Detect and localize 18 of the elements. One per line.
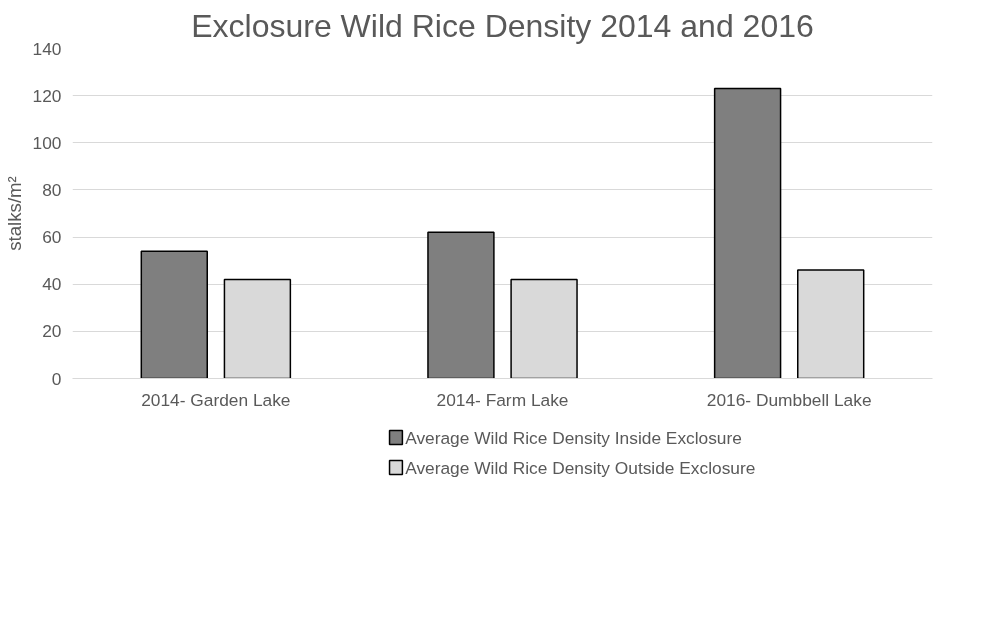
x-tick-label: 2014- Garden Lake	[141, 389, 291, 410]
y-tick-label: 80	[42, 179, 62, 200]
chart-title: Exclosure Wild Rice Density 2014 and 2016	[191, 7, 814, 44]
x-tick-label: 2016- Dumbbell Lake	[706, 389, 872, 410]
y-tick-label: 0	[51, 368, 62, 389]
y-tick-label: 40	[42, 274, 62, 295]
y-axis-title: stalks/m²	[3, 176, 25, 251]
bar	[427, 231, 495, 379]
y-tick-label: 20	[42, 321, 62, 342]
y-tick-label: 120	[32, 85, 62, 106]
y-tick-label: 140	[32, 38, 62, 59]
bar	[713, 87, 782, 379]
legend-label: Average Wild Rice Density Outside Exclosure	[405, 457, 756, 478]
legend-label: Average Wild Rice Density Inside Exclosure	[405, 427, 742, 448]
y-tick-label: 60	[42, 227, 62, 248]
x-tick-label: 2014- Farm Lake	[436, 389, 569, 410]
bar	[140, 250, 208, 379]
y-tick-label: 100	[32, 132, 62, 153]
